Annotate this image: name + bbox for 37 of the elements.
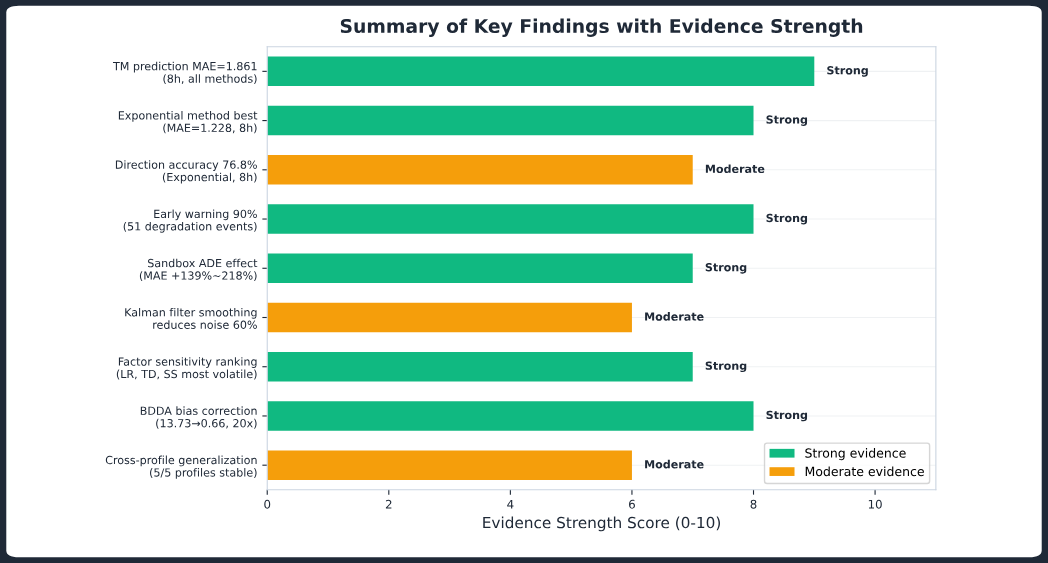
- y-tick-label: Exponential method best (MAE=1.228, 8h): [118, 110, 258, 134]
- x-tick-label: 4: [507, 499, 514, 509]
- bar: [267, 155, 693, 185]
- bar: [267, 351, 693, 382]
- x-axis-title: Evidence Strength Score (0-10): [483, 516, 721, 532]
- bar: [267, 105, 754, 136]
- bar: [267, 56, 815, 87]
- data-label: Strong: [766, 213, 808, 225]
- x-tick-label: 10: [868, 499, 882, 509]
- chart-title: Summary of Key Findings with Evidence Strength: [340, 18, 863, 37]
- data-label: Strong: [827, 66, 868, 77]
- y-tick-label: Factor sensitivity ranking (LR, TD, SS most volatile): [116, 357, 257, 380]
- data-label: Moderate: [645, 459, 704, 469]
- y-tick-label: Kalman filter smoothing reduces noise 60%: [125, 307, 257, 329]
- y-tick-label: Early warning 90% (51 degradation events): [123, 209, 257, 233]
- bar: [267, 302, 632, 333]
- x-tick-label: 2: [385, 499, 392, 509]
- data-label: Moderate: [705, 164, 765, 174]
- bar: [267, 204, 754, 234]
- bar: [267, 401, 754, 431]
- data-label: Strong: [766, 115, 808, 126]
- bar: [267, 450, 632, 480]
- legend-label: Strong evidence: [805, 448, 906, 461]
- y-tick-label: TM prediction MAE=1.861 (8h, all methods): [112, 61, 257, 85]
- bar: [267, 253, 693, 284]
- x-tick-label: 8: [750, 499, 757, 509]
- data-label: Strong: [705, 263, 747, 274]
- y-tick-label: Sandbox ADE effect (MAE +139%~218%): [139, 258, 258, 282]
- y-tick-label: Cross-profile generalization (5/5 profiles stable): [105, 455, 257, 479]
- y-tick-label: BDDA bias correction (13.73→0.66, 20x): [140, 406, 257, 429]
- data-label: Strong: [705, 361, 747, 373]
- data-label: Moderate: [645, 312, 704, 321]
- x-tick-label: 0: [264, 499, 271, 509]
- data-label: Strong: [766, 410, 808, 422]
- y-tick-label: Direction accuracy 76.8% (Exponential, 8h): [115, 160, 257, 184]
- legend-label: Moderate evidence: [805, 466, 924, 477]
- x-tick-label: 6: [629, 499, 635, 509]
